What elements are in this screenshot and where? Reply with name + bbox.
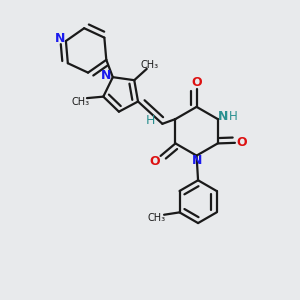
- Text: H: H: [229, 110, 238, 123]
- Text: N: N: [56, 32, 66, 45]
- Text: N: N: [192, 154, 202, 167]
- Text: O: O: [191, 76, 202, 89]
- Text: H: H: [146, 114, 155, 127]
- Text: O: O: [149, 155, 160, 168]
- Text: O: O: [236, 136, 247, 149]
- Text: N: N: [218, 110, 228, 123]
- Text: CH₃: CH₃: [147, 213, 165, 223]
- Text: CH₃: CH₃: [71, 97, 89, 107]
- Text: CH₃: CH₃: [140, 60, 158, 70]
- Text: N: N: [100, 70, 111, 83]
